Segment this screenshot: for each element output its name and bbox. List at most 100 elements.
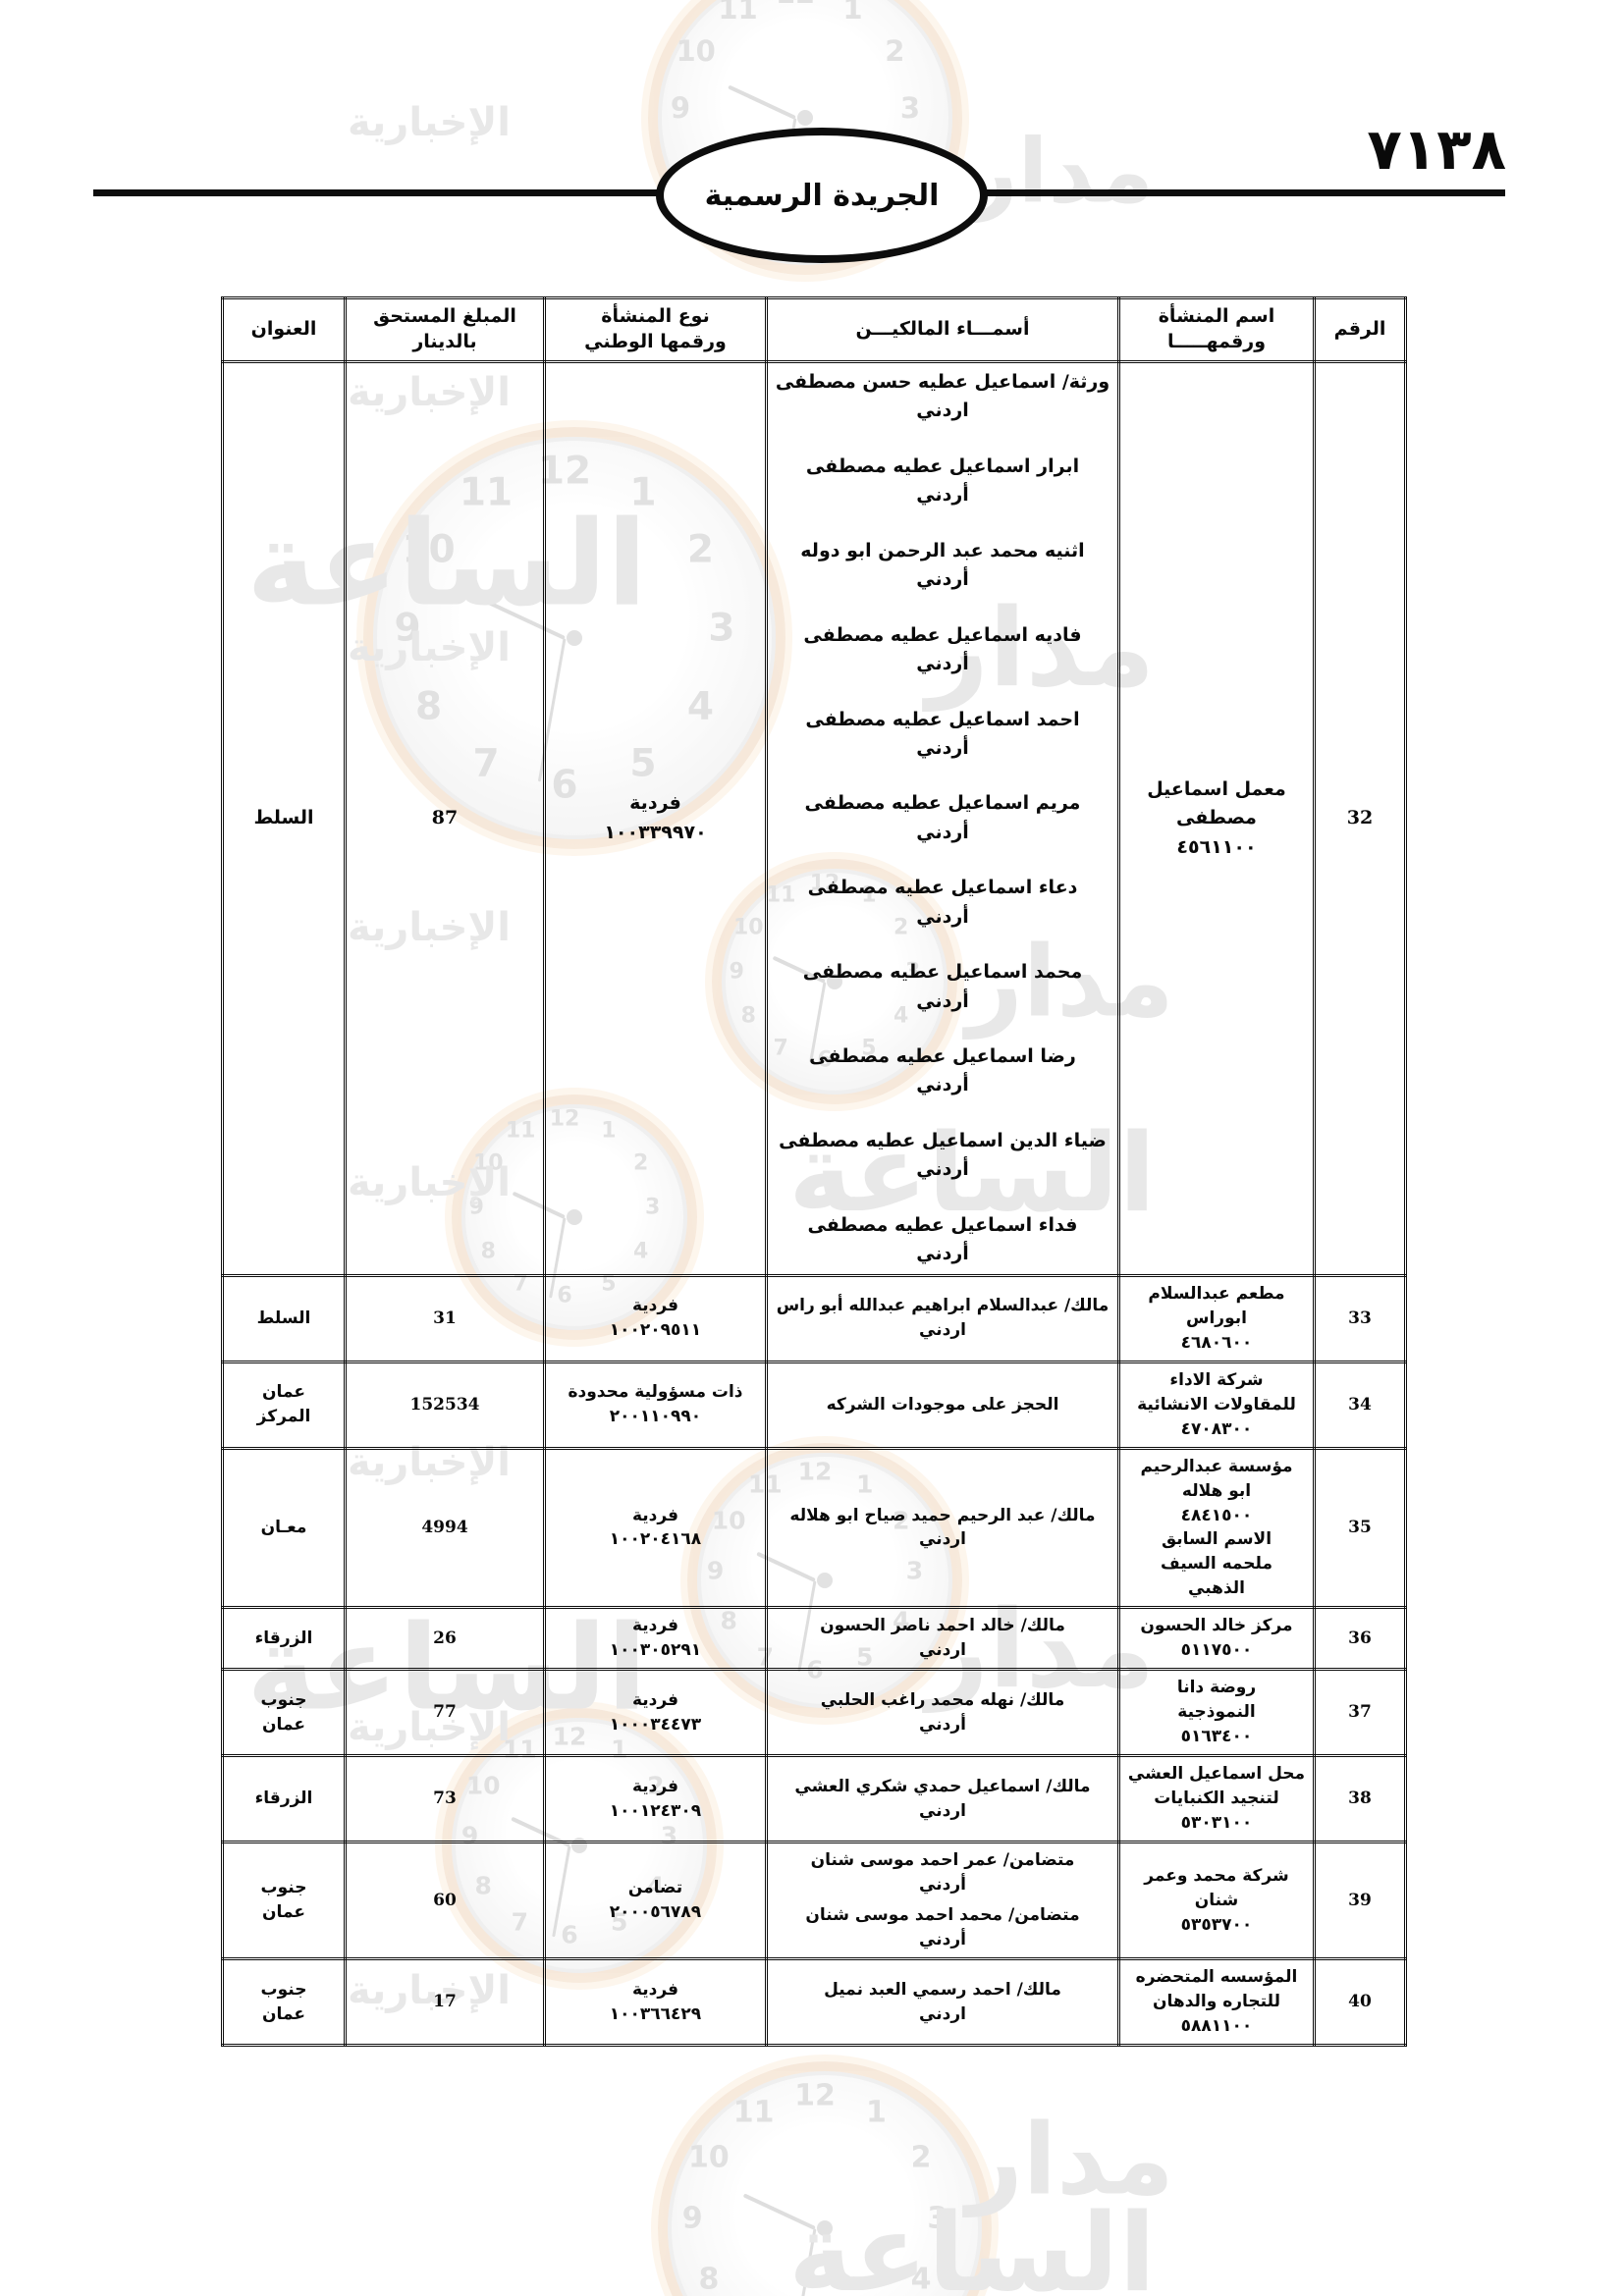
owner-nationality: أردني — [916, 1158, 969, 1181]
watermark-brand-text: مدار — [966, 2102, 1174, 2217]
establishment-cell: معمل اسماعيل مصطفى ٤٥٦١١٠٠ — [1117, 360, 1316, 1277]
clock-numeral: 3 — [899, 91, 921, 125]
amount-cell: 87 — [344, 360, 546, 1277]
watermark-brand-text: الساعة — [787, 2190, 1157, 2296]
owner-name: فاديه اسماعيل عطيه مصطفى — [803, 623, 1082, 646]
address-cell: جنوب عمان — [221, 1841, 347, 1961]
owner-block: فداء اسماعيل عطيه مصطفى أردني — [774, 1211, 1111, 1269]
owner-name: فداء اسماعيل عطيه مصطفى — [807, 1213, 1078, 1236]
clock-numeral: 1 — [865, 2095, 887, 2130]
owner-nationality: أردني — [916, 989, 969, 1012]
clock-numeral: 1 — [842, 0, 863, 26]
amount-cell: 31 — [344, 1273, 546, 1363]
gazette-title: الجريدة الرسمية — [704, 178, 940, 213]
row-number-cell: 39 — [1313, 1841, 1407, 1961]
owner-block: ابرار اسماعيل عطيه مصطفى أردني — [774, 453, 1111, 510]
owner-nationality: اردني — [919, 1800, 966, 1821]
clock-center-dot — [797, 110, 813, 126]
clock-numeral: 9 — [681, 2201, 703, 2236]
row-number-cell: 34 — [1313, 1360, 1407, 1450]
table-row: 38 محل اسماعيل العشي لتنجيد الكنبايات ٥٣٠… — [221, 1754, 1407, 1844]
masthead-ellipse: الجريدة الرسمية — [656, 128, 988, 263]
clock-numeral: 9 — [670, 91, 691, 125]
type-cell: ذات مسؤولية محدودة ٢٠٠١١٠٩٩٠ — [543, 1360, 768, 1450]
table-row: 37 روضة دانا النموذجية ٥١٦٣٤٠٠ مالك/ نهله … — [221, 1668, 1407, 1758]
owner-block: فاديه اسماعيل عطيه مصطفى أردني — [774, 621, 1111, 679]
table-row: 32 معمل اسماعيل مصطفى ٤٥٦١١٠٠ ورثة/ اسماعي… — [221, 360, 1407, 1277]
clock-hand — [742, 2193, 816, 2230]
header-type: نوع المنشأة ورقمها الوطني — [543, 296, 768, 363]
watermark-brand-text: الإخبارية — [348, 100, 511, 145]
owners-cell: ورثة/ اسماعيل عطيه حسن مصطفى اردني ابرار ا… — [765, 360, 1120, 1277]
owner-block: دعاء اسماعيل عطيه مصطفى أردني — [774, 874, 1111, 932]
row-number-cell: 32 — [1313, 360, 1407, 1277]
header-address: العنوان — [221, 296, 347, 363]
amount-cell: 17 — [344, 1957, 546, 2048]
owner-block: مالك/ عبدالسلام ابراهيم عبدالله أبو راس ا… — [774, 1294, 1111, 1343]
table-header-row: الرقم اسم المنشأة ورقمهـــــا أسمـــاء ا… — [221, 296, 1407, 363]
owner-name: مالك/ احمد رسمي العبد نميل — [824, 1979, 1061, 2000]
table-row: 35 مؤسسة عبدالرحيم ابو هلاله ٤٨٤١٥٠٠ الاس… — [221, 1446, 1407, 1610]
address-cell: السلط — [221, 360, 347, 1277]
owner-name: ابرار اسماعيل عطيه مصطفى — [805, 454, 1080, 477]
owner-nationality: أردني — [916, 484, 969, 507]
address-cell: السلط — [221, 1273, 347, 1363]
address-cell: الزرقاء — [221, 1754, 347, 1844]
amount-cell: 73 — [344, 1754, 546, 1844]
establishment-cell: روضة دانا النموذجية ٥١٦٣٤٠٠ — [1117, 1668, 1316, 1758]
owners-cell: مالك/ عبد الرحيم حميد صياح ابو هلاله اردن… — [765, 1446, 1120, 1610]
owner-nationality: أردني — [916, 1074, 969, 1096]
owner-block: احمد اسماعيل عطيه مصطفى أردني — [774, 706, 1111, 764]
address-cell: الزرقاء — [221, 1606, 347, 1672]
owner-nationality: أردني — [919, 1875, 966, 1896]
owners-cell: الحجز على موجودات الشركه — [765, 1360, 1120, 1450]
clock-numeral: 4 — [910, 2262, 932, 2296]
address-cell: معـان — [221, 1446, 347, 1610]
establishment-cell: شركة الاداء للمقاولات الانشائية ٤٧٠٨٣٠٠ — [1117, 1360, 1316, 1450]
header-amount: المبلغ المستحق بالدينار — [344, 296, 546, 363]
type-cell: فردية ١٠٠٣٦٦٤٢٩ — [543, 1957, 768, 2048]
establishment-cell: مؤسسة عبدالرحيم ابو هلاله ٤٨٤١٥٠٠ الاسم … — [1117, 1446, 1316, 1610]
owner-name: الحجز على موجودات الشركه — [826, 1394, 1059, 1415]
establishment-cell: مركز خالد الحسون ٥١١٧٥٠٠ — [1117, 1606, 1316, 1672]
owner-nationality: أردني — [916, 568, 969, 591]
watermark-brand-text: مدار — [966, 120, 1155, 224]
owner-block: مالك/ خالد احمد ناصر الحسون اردني — [774, 1614, 1111, 1663]
address-cell: جنوب عمان — [221, 1957, 347, 2048]
owner-nationality: أردني — [916, 653, 969, 675]
owner-nationality: أردني — [919, 1714, 966, 1735]
owners-cell: مالك/ اسماعيل حمدي شكري العشي اردني — [765, 1754, 1120, 1844]
establishments-table: الرقم اسم المنشأة ورقمهـــــا أسمـــاء ا… — [221, 296, 1407, 2048]
address-cell: جنوب عمان — [221, 1668, 347, 1758]
clock-numeral: 2 — [885, 33, 905, 68]
type-cell: فردية ١٠٠٣٣٩٩٧٠ — [543, 360, 768, 1277]
owner-block: اثنيه محمد عبد الرحمن ابو دوله أردني — [774, 537, 1111, 595]
clock-numeral: 11 — [718, 0, 758, 26]
amount-cell: 60 — [344, 1841, 546, 1961]
owner-block: مريم اسماعيل عطيه مصطفى أردني — [774, 789, 1111, 847]
owner-name: دعاء اسماعيل عطيه مصطفى — [807, 877, 1078, 899]
clock-hand — [793, 2227, 817, 2296]
owner-nationality: أردني — [916, 905, 969, 928]
owners-cell: مالك/ خالد احمد ناصر الحسون اردني — [765, 1606, 1120, 1672]
address-cell: عمان المركز — [221, 1360, 347, 1450]
owner-nationality: أردني — [916, 736, 969, 759]
owner-name: مالك/ عبدالسلام ابراهيم عبدالله أبو راس — [776, 1296, 1110, 1316]
row-number-cell: 38 — [1313, 1754, 1407, 1844]
row-number-cell: 40 — [1313, 1957, 1407, 2048]
header-number: الرقم — [1313, 296, 1407, 363]
clock-numeral: 10 — [688, 2140, 730, 2175]
owner-nationality: اردني — [919, 2003, 966, 2024]
owner-block: الحجز على موجودات الشركه — [774, 1393, 1111, 1417]
owner-name: مالك/ نهله محمد راغب الحلبي — [820, 1689, 1065, 1710]
owner-nationality: أردني — [916, 821, 969, 843]
owner-name: متضامن/ عمر احمد موسى شنان — [810, 1850, 1075, 1871]
owner-name: محمد اسماعيل عطيه مصطفى — [802, 961, 1083, 984]
owner-name: رضا اسماعيل عطيه مصطفى — [809, 1045, 1076, 1067]
amount-cell: 26 — [344, 1606, 546, 1672]
owner-name: احمد اسماعيل عطيه مصطفى — [805, 708, 1080, 730]
clock-numeral: 12 — [776, 0, 815, 10]
owner-name: مالك/ خالد احمد ناصر الحسون — [820, 1616, 1065, 1636]
